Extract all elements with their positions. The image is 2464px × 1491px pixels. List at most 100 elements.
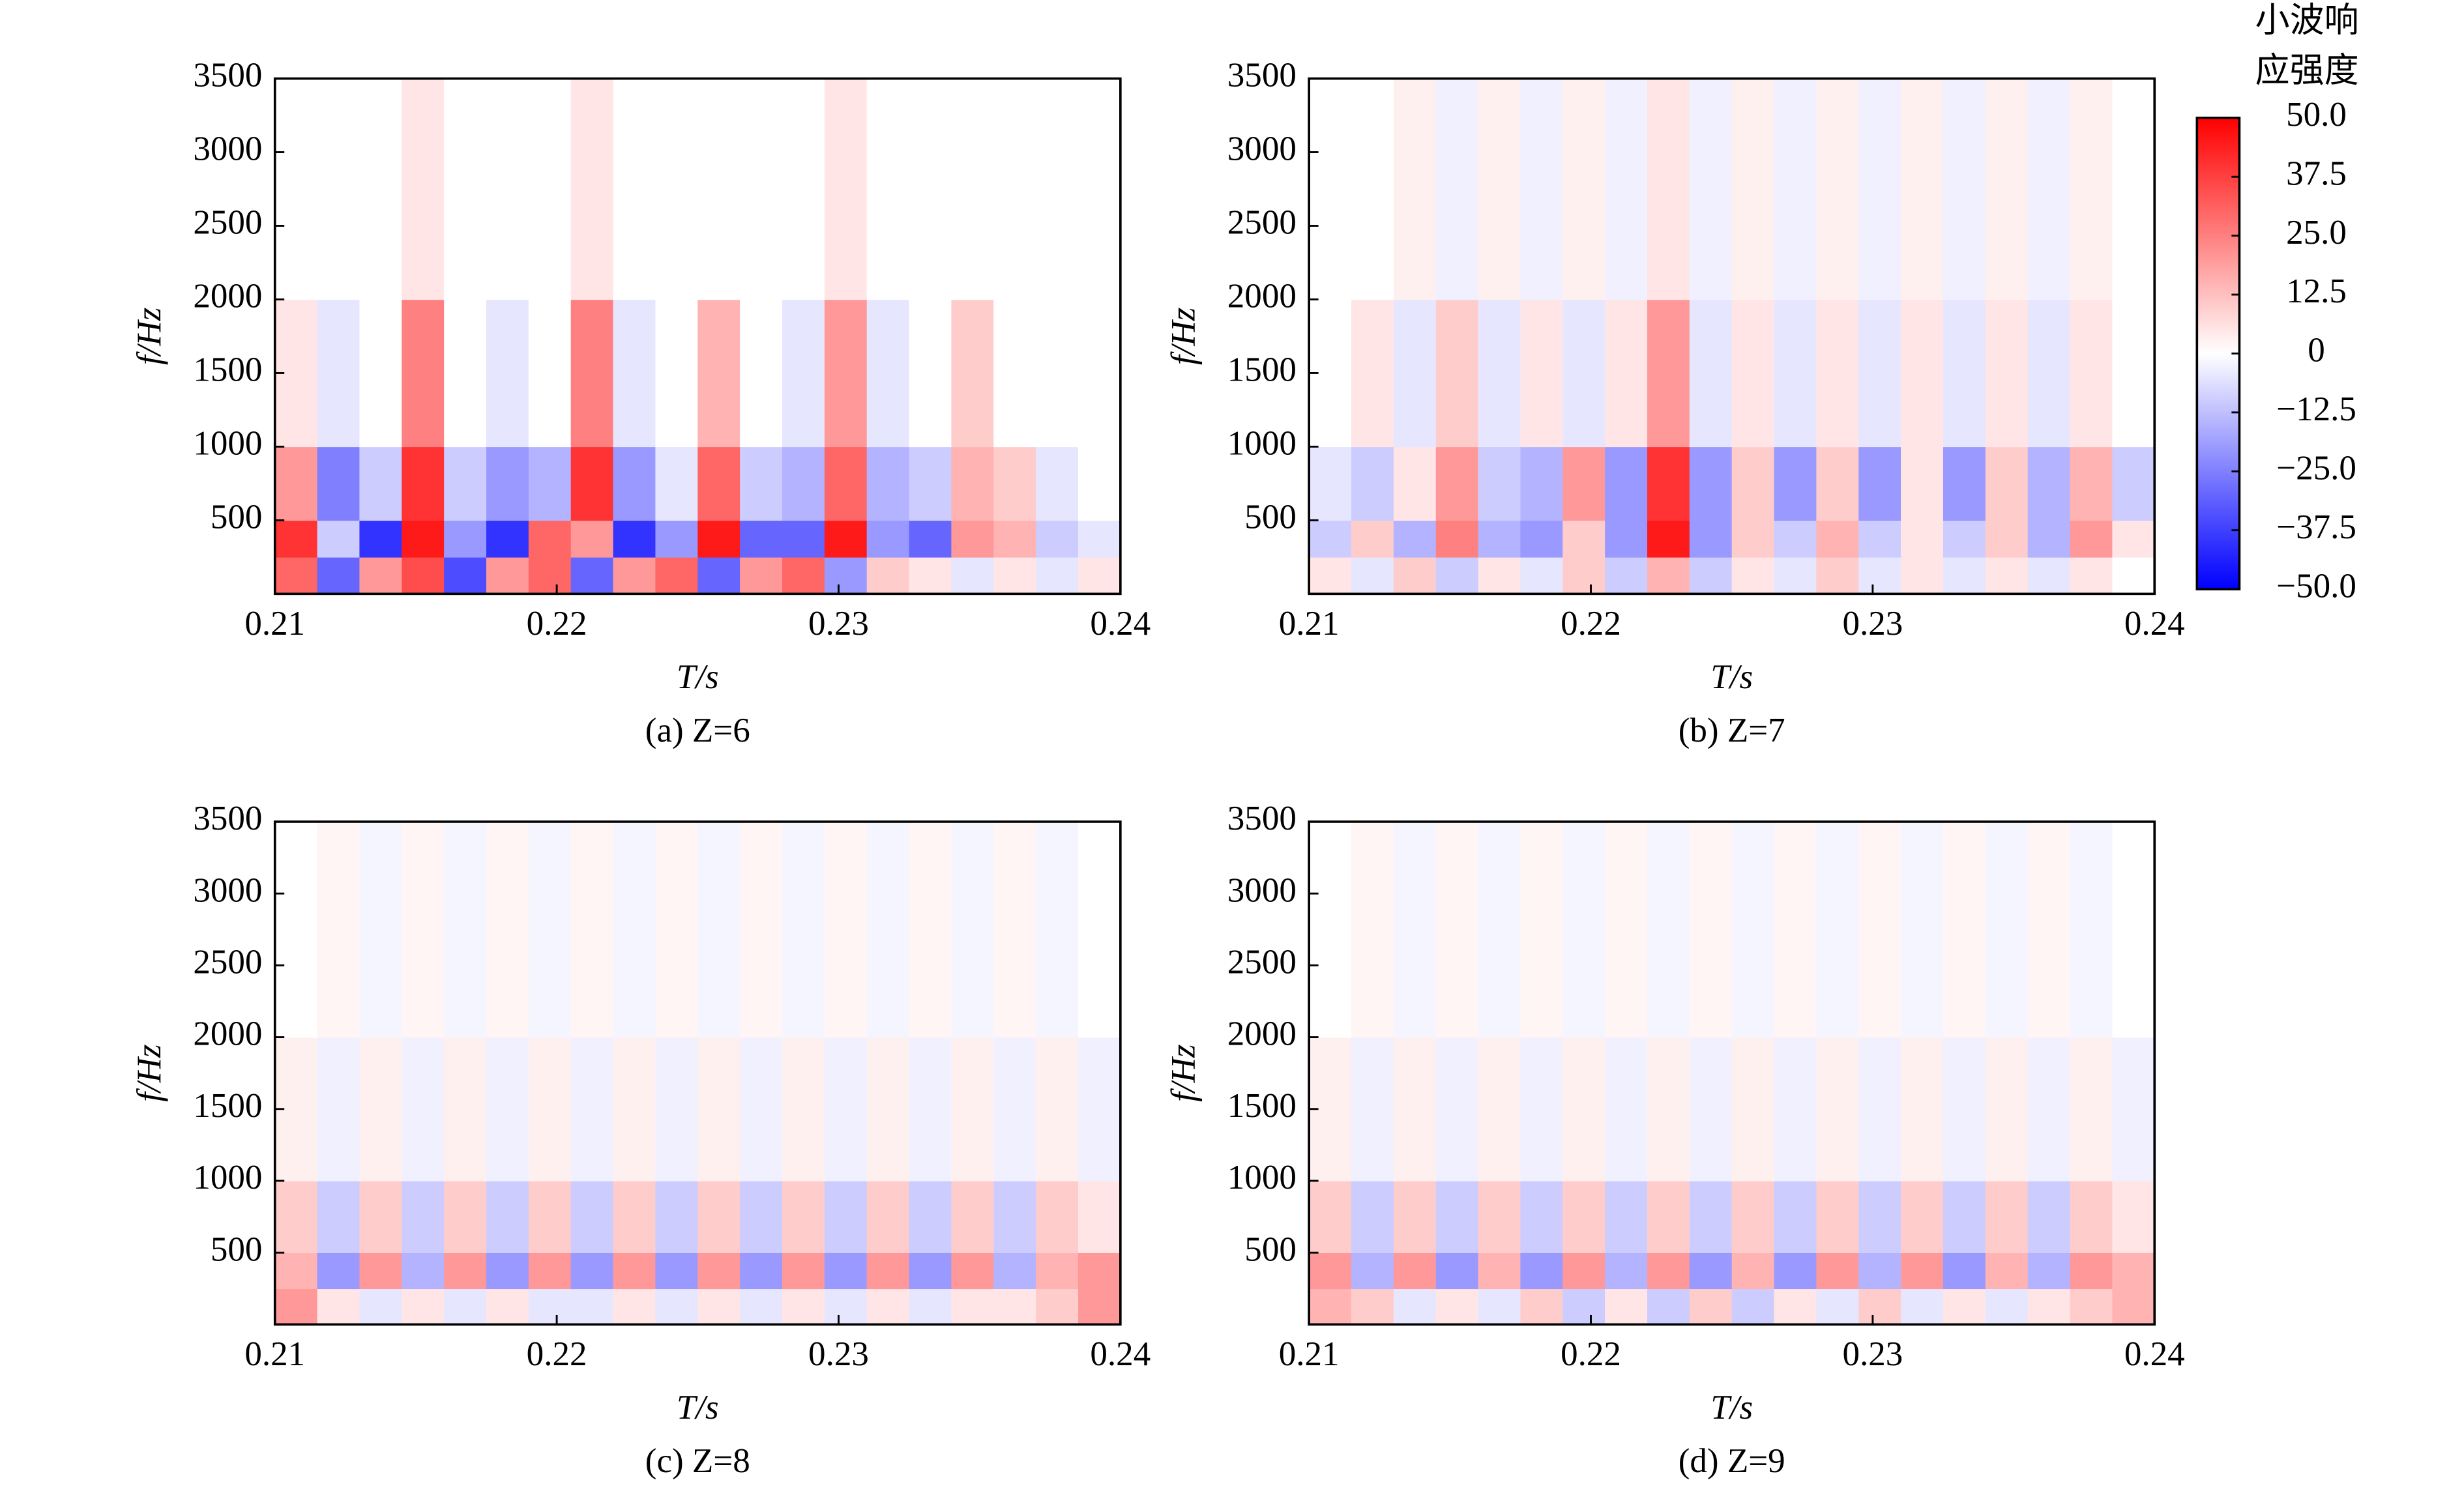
heatmap-cell xyxy=(402,446,445,521)
heatmap-cell xyxy=(1774,1288,1817,1325)
colorbar-tick-label: 50.0 xyxy=(2286,96,2347,134)
heatmap-cell xyxy=(740,1252,783,1290)
x-axis-label: T/s xyxy=(1710,1389,1753,1426)
heatmap-cell xyxy=(317,1181,360,1253)
heatmap-cell xyxy=(570,1288,614,1325)
heatmap-cell xyxy=(1393,520,1437,558)
heatmap-cell xyxy=(824,1181,868,1253)
heatmap-cell xyxy=(1036,1181,1079,1253)
heatmap-cell xyxy=(274,557,318,595)
heatmap-cell xyxy=(782,1181,825,1253)
heatmap-cell xyxy=(613,520,656,558)
heatmap-cell xyxy=(1393,446,1437,521)
heatmap-cell xyxy=(1351,1037,1394,1181)
heatmap-cell xyxy=(2027,1252,2071,1290)
heatmap-cell xyxy=(1562,299,1606,448)
heatmap-cell xyxy=(1309,557,1352,595)
heatmap-cell xyxy=(1985,1181,2029,1253)
heatmap-cell xyxy=(1731,299,1775,448)
y-tick-label: 3000 xyxy=(1227,130,1297,168)
heatmap-cell xyxy=(1351,78,1394,300)
heatmap-cell xyxy=(528,1037,572,1181)
heatmap-cell xyxy=(1309,1252,1352,1290)
plot-frame xyxy=(273,820,1122,1326)
heatmap-cell xyxy=(613,1037,656,1181)
heatmap-cell xyxy=(1901,821,1944,1038)
y-tick-label: 1500 xyxy=(193,351,262,389)
heatmap-cell xyxy=(613,1288,656,1325)
y-tick-label: 3500 xyxy=(1227,800,1297,837)
y-tick-label: 2000 xyxy=(193,1015,262,1053)
heatmap-cell xyxy=(1351,821,1394,1038)
heatmap-cell xyxy=(1435,557,1479,595)
heatmap-cell xyxy=(1078,299,1121,448)
heatmap-cell xyxy=(1943,1037,1986,1181)
heatmap-cell xyxy=(402,1252,445,1290)
plot-frame xyxy=(1308,77,2156,596)
heatmap-cell xyxy=(359,299,403,448)
heatmap-cell xyxy=(697,1288,741,1325)
heatmap-cell xyxy=(570,1252,614,1290)
heatmap-cell xyxy=(866,520,910,558)
heatmap-cell xyxy=(1078,446,1121,521)
heatmap-cell xyxy=(1478,1288,1521,1325)
heatmap-cell xyxy=(444,446,487,521)
heatmap-cell xyxy=(1731,78,1775,300)
heatmap-cell xyxy=(993,1288,1036,1325)
heatmap-cell xyxy=(317,1288,360,1325)
heatmap-cell xyxy=(1520,1181,1563,1253)
heatmap-cell xyxy=(1901,1037,1944,1181)
heatmap-cell xyxy=(1858,78,1901,300)
heatmap-cell xyxy=(2112,1252,2155,1290)
heatmap-cell xyxy=(1562,520,1606,558)
heatmap-cell xyxy=(1078,1181,1121,1253)
heatmap-cell xyxy=(2027,1288,2071,1325)
heatmap-cell xyxy=(1774,299,1817,448)
heatmap-cell xyxy=(1731,520,1775,558)
y-tick-label: 2000 xyxy=(1227,278,1297,315)
heatmap-cell xyxy=(782,520,825,558)
colorbar-label: 应强度 xyxy=(2255,51,2359,89)
colorbar-tick-label: 0 xyxy=(2308,332,2325,369)
heatmap-cell xyxy=(1689,1252,1733,1290)
heatmap-cell xyxy=(613,446,656,521)
heatmap-cell xyxy=(697,299,741,448)
heatmap-cell xyxy=(528,1252,572,1290)
heatmap-cell xyxy=(1605,520,1648,558)
y-axis-label: f/Hz xyxy=(1164,1044,1202,1101)
heatmap-cell xyxy=(444,1181,487,1253)
heatmap-cell xyxy=(1943,299,1986,448)
heatmap-cell xyxy=(359,520,403,558)
heatmap-cell xyxy=(1351,1252,1394,1290)
heatmap-cell xyxy=(486,446,529,521)
caption: (a) Z=6 xyxy=(645,712,750,749)
heatmap-cell xyxy=(1393,299,1437,448)
heatmap-cell xyxy=(697,520,741,558)
y-tick-label: 500 xyxy=(211,499,263,536)
colorbar-tick-label: −37.5 xyxy=(2276,508,2356,546)
y-tick-label: 500 xyxy=(1244,1230,1297,1268)
heatmap-cell xyxy=(1520,1037,1563,1181)
plot-frame xyxy=(273,77,1122,596)
heatmap-cell xyxy=(655,299,698,448)
heatmap-cell xyxy=(1816,78,1859,300)
x-tick-label: 0.23 xyxy=(1842,1335,1903,1373)
heatmap-cell xyxy=(1520,78,1563,300)
heatmap-cell xyxy=(359,557,403,595)
heatmap-cell xyxy=(1351,1181,1394,1253)
y-tick-label: 1000 xyxy=(1227,425,1297,463)
heatmap-cell xyxy=(909,1037,952,1181)
colorbar-tick-label: −12.5 xyxy=(2276,390,2356,428)
heatmap-cell xyxy=(486,520,529,558)
heatmap-cell xyxy=(1605,446,1648,521)
y-axis-label: f/Hz xyxy=(130,308,168,365)
heatmap-cell xyxy=(655,557,698,595)
x-tick-label: 0.21 xyxy=(1279,605,1340,643)
colorbar-tick-label: 25.0 xyxy=(2286,214,2347,252)
heatmap-cell xyxy=(1816,520,1859,558)
heatmap-cell xyxy=(274,1181,318,1253)
x-tick-label: 0.21 xyxy=(1279,1335,1340,1373)
y-tick-label: 1500 xyxy=(1227,351,1297,389)
heatmap-cell xyxy=(2112,821,2155,1038)
